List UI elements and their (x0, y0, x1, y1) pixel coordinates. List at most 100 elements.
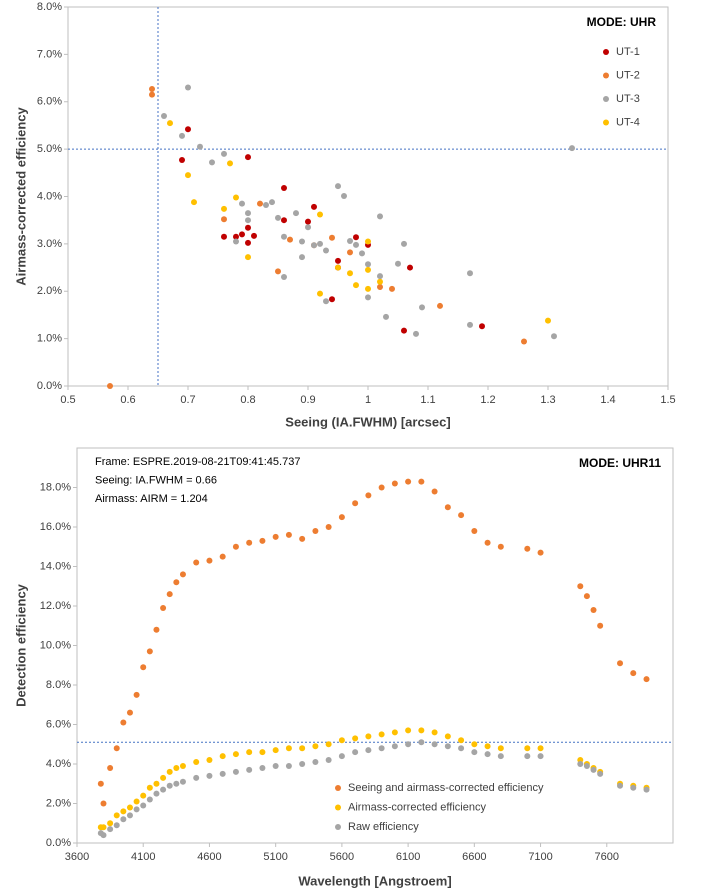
data-point (193, 759, 200, 766)
data-point (312, 759, 319, 766)
data-point (467, 321, 473, 328)
data-point (185, 172, 191, 179)
data-point (206, 557, 213, 564)
x-tick-label: 5600 (330, 851, 354, 863)
legend-marker (335, 824, 341, 830)
data-point (251, 232, 257, 239)
data-point (335, 257, 341, 264)
data-point (269, 199, 275, 206)
data-point (401, 327, 407, 334)
x-axis-title: Wavelength [Angstroem] (298, 873, 451, 888)
legend-marker (603, 49, 609, 55)
x-tick-label: 4100 (131, 851, 155, 863)
data-point (179, 762, 186, 769)
data-point (317, 211, 323, 218)
data-point (377, 273, 383, 280)
data-point (153, 626, 160, 633)
y-tick-label: 18.0% (40, 481, 71, 493)
data-point (113, 745, 120, 752)
data-point (160, 604, 167, 611)
data-point (193, 774, 200, 781)
data-point (133, 691, 140, 698)
x-tick-label: 6100 (396, 851, 420, 863)
data-point (352, 735, 359, 742)
data-point (597, 622, 604, 629)
data-point (305, 224, 311, 231)
data-point (630, 670, 637, 677)
x-tick-label: 5100 (263, 851, 287, 863)
data-point (287, 236, 293, 243)
data-point (259, 537, 266, 544)
data-point (467, 270, 473, 277)
data-point (325, 757, 332, 764)
data-point (140, 802, 147, 809)
data-point (444, 733, 451, 740)
data-point (239, 231, 245, 238)
data-point (431, 741, 438, 748)
data-point (179, 157, 185, 164)
data-point (107, 764, 114, 771)
annotation: Frame: ESPRE.2019-08-21T09:41:45.737 (95, 456, 300, 468)
data-point (179, 778, 186, 785)
x-axis-title: Seeing (IA.FWHM) [arcsec] (285, 414, 450, 429)
data-point (524, 745, 531, 752)
data-point (146, 784, 153, 791)
y-tick-label: 1.0% (37, 333, 62, 345)
data-point (378, 745, 385, 752)
data-point (458, 745, 465, 752)
data-point (281, 274, 287, 281)
data-point (471, 527, 478, 534)
data-point (577, 761, 584, 767)
data-point (389, 285, 395, 292)
data-point (365, 238, 371, 245)
data-point (537, 753, 544, 760)
data-point (365, 285, 371, 292)
data-point (281, 233, 287, 240)
data-point (377, 213, 383, 220)
data-point (484, 751, 491, 758)
x-tick-label: 1.5 (660, 394, 675, 406)
data-point (391, 480, 398, 487)
y-axis-title: Detection efficiency (13, 583, 28, 707)
data-point (133, 806, 140, 813)
data-point (113, 812, 120, 819)
data-point (617, 660, 624, 667)
legend-marker (603, 96, 609, 102)
data-point (497, 745, 504, 752)
data-point (232, 768, 239, 775)
data-point (259, 749, 266, 756)
data-point (407, 264, 413, 271)
data-point (206, 757, 213, 764)
data-point (418, 478, 425, 485)
data-point (338, 737, 345, 744)
data-point (444, 743, 451, 750)
mode-label: MODE: UHR11 (579, 456, 661, 470)
data-point (341, 193, 347, 200)
data-point (338, 514, 345, 521)
data-point (100, 832, 107, 839)
legend-label: UT-2 (616, 69, 640, 81)
y-tick-label: 0.0% (46, 837, 71, 849)
data-point (378, 731, 385, 738)
data-point (149, 91, 155, 98)
data-point (383, 313, 389, 320)
data-point (317, 290, 323, 297)
data-point (413, 330, 419, 337)
data-point (299, 535, 306, 542)
data-point (146, 648, 153, 655)
data-point (233, 194, 239, 201)
data-point (246, 766, 253, 773)
data-point (484, 539, 491, 546)
data-point (227, 160, 233, 167)
data-point (347, 238, 353, 245)
data-point (107, 820, 114, 827)
data-point (335, 183, 341, 190)
data-point (245, 239, 251, 246)
y-tick-label: 3.0% (37, 238, 62, 250)
data-point (312, 527, 319, 534)
x-tick-label: 0.9 (300, 394, 315, 406)
data-point (107, 383, 113, 389)
data-point (524, 753, 531, 760)
data-point (311, 203, 317, 210)
data-point (471, 749, 478, 756)
